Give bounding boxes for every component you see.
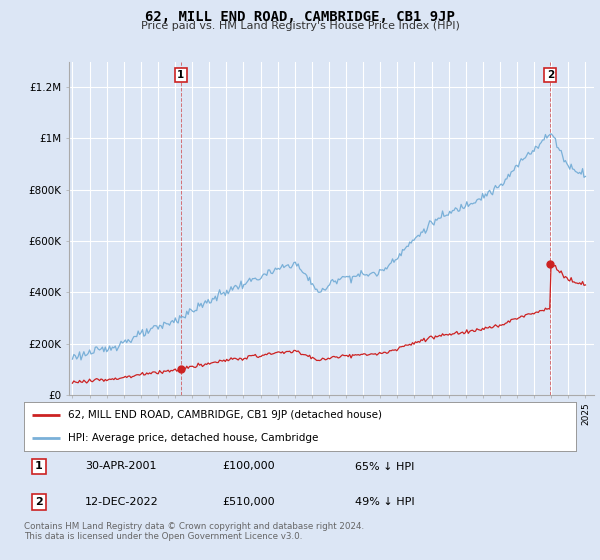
Text: £510,000: £510,000 (223, 497, 275, 507)
Text: 62, MILL END ROAD, CAMBRIDGE, CB1 9JP: 62, MILL END ROAD, CAMBRIDGE, CB1 9JP (145, 10, 455, 24)
Text: 49% ↓ HPI: 49% ↓ HPI (355, 497, 415, 507)
Text: Contains HM Land Registry data © Crown copyright and database right 2024.
This d: Contains HM Land Registry data © Crown c… (24, 522, 364, 542)
Text: HPI: Average price, detached house, Cambridge: HPI: Average price, detached house, Camb… (68, 433, 319, 444)
Text: 1: 1 (35, 461, 43, 472)
Text: 1: 1 (177, 70, 184, 80)
Text: 2: 2 (35, 497, 43, 507)
Text: 2: 2 (547, 70, 554, 80)
Text: 12-DEC-2022: 12-DEC-2022 (85, 497, 158, 507)
Text: Price paid vs. HM Land Registry's House Price Index (HPI): Price paid vs. HM Land Registry's House … (140, 21, 460, 31)
Text: 30-APR-2001: 30-APR-2001 (85, 461, 156, 472)
Text: 62, MILL END ROAD, CAMBRIDGE, CB1 9JP (detached house): 62, MILL END ROAD, CAMBRIDGE, CB1 9JP (d… (68, 410, 382, 421)
Text: £100,000: £100,000 (223, 461, 275, 472)
Text: 65% ↓ HPI: 65% ↓ HPI (355, 461, 415, 472)
